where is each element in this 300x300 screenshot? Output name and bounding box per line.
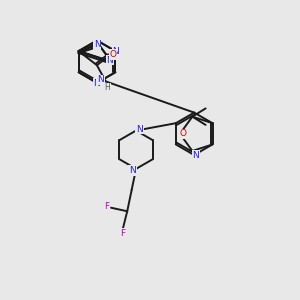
Text: N: N bbox=[94, 79, 100, 88]
Text: N: N bbox=[97, 75, 104, 84]
Text: O: O bbox=[109, 50, 116, 59]
Text: F: F bbox=[104, 202, 110, 211]
Text: N: N bbox=[106, 56, 113, 65]
Text: N: N bbox=[129, 166, 136, 175]
Text: H: H bbox=[104, 83, 110, 92]
Text: O: O bbox=[180, 129, 187, 138]
Text: N: N bbox=[192, 151, 199, 160]
Text: N: N bbox=[94, 40, 101, 49]
Text: N: N bbox=[112, 46, 119, 56]
Text: F: F bbox=[120, 229, 125, 238]
Text: N: N bbox=[136, 124, 143, 134]
